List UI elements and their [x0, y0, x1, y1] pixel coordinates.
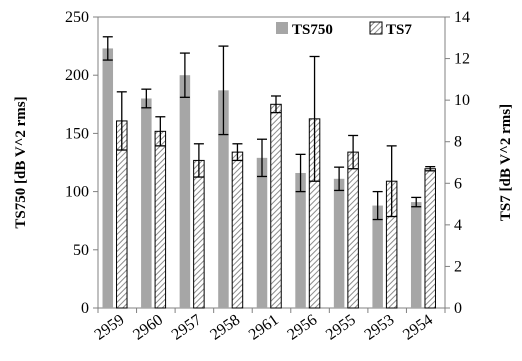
legend: TS750 TS7 — [276, 21, 412, 38]
right-axis-tick-label: 14 — [454, 9, 470, 26]
left-axis-title: TS750 [dB V^2 rms] — [13, 96, 29, 228]
x-axis-tick-label-2956: 2956 — [284, 311, 320, 343]
ts750-bar-2958 — [218, 90, 229, 308]
legend-label-ts7: TS7 — [386, 22, 412, 38]
left-axis-tick-label: 0 — [81, 300, 89, 317]
ts750-bar-2957 — [179, 75, 191, 308]
x-axis-tick-label-2955: 2955 — [323, 311, 359, 343]
right-axis-tick-label: 4 — [454, 217, 462, 234]
x-axis-tick-label-2961: 2961 — [246, 311, 282, 343]
bar-series-group — [102, 36, 436, 309]
legend-label-ts750: TS750 — [292, 22, 333, 38]
ts750-bar-2960 — [141, 98, 152, 308]
right-axis-tick-label: 12 — [454, 51, 470, 68]
ts7-bar-2958 — [231, 151, 244, 309]
x-axis-tick-label-2954: 2954 — [400, 311, 436, 343]
ts7-bar-2961 — [270, 103, 282, 309]
legend-swatch-ts750 — [276, 22, 288, 34]
right-axis-tick-label: 8 — [454, 134, 462, 151]
x-axis-tick-label-2957: 2957 — [169, 311, 205, 343]
x-axis-tick-label-2959: 2959 — [92, 311, 128, 343]
right-axis-tick-label: 0 — [454, 300, 462, 317]
ts7-bar-2960 — [154, 130, 167, 309]
ts750-bar-2956 — [295, 172, 306, 308]
left-axis-tick-label: 50 — [73, 242, 89, 259]
ts7-bar-2954 — [424, 168, 436, 309]
left-axis-tick-label: 250 — [65, 9, 89, 26]
ts750-bar-2955 — [333, 178, 345, 308]
right-axis-tick-label: 6 — [454, 175, 462, 192]
ts750-bar-2961 — [256, 157, 268, 308]
ts750-bar-2953 — [372, 205, 383, 308]
right-axis-tick-label: 10 — [454, 92, 470, 109]
left-axis-tick-label: 100 — [65, 184, 89, 201]
left-axis-tick-label: 200 — [65, 67, 89, 84]
x-axis-tick-label-2958: 2958 — [207, 311, 243, 343]
ts750-bar-2959 — [102, 48, 114, 308]
ts7-bar-2955 — [347, 151, 359, 309]
ts750-bar-2954 — [410, 202, 422, 308]
right-axis-tick-label: 2 — [454, 258, 462, 275]
x-axis-tick-label-2960: 2960 — [130, 311, 166, 343]
x-axis-tick-label-2953: 2953 — [361, 311, 397, 343]
left-axis-tick-label: 150 — [65, 125, 89, 142]
ts7-bar-2957 — [193, 159, 205, 309]
legend-swatch-ts7 — [369, 21, 383, 35]
right-axis-title: TS7 [dB V^2 rms] — [498, 104, 514, 221]
